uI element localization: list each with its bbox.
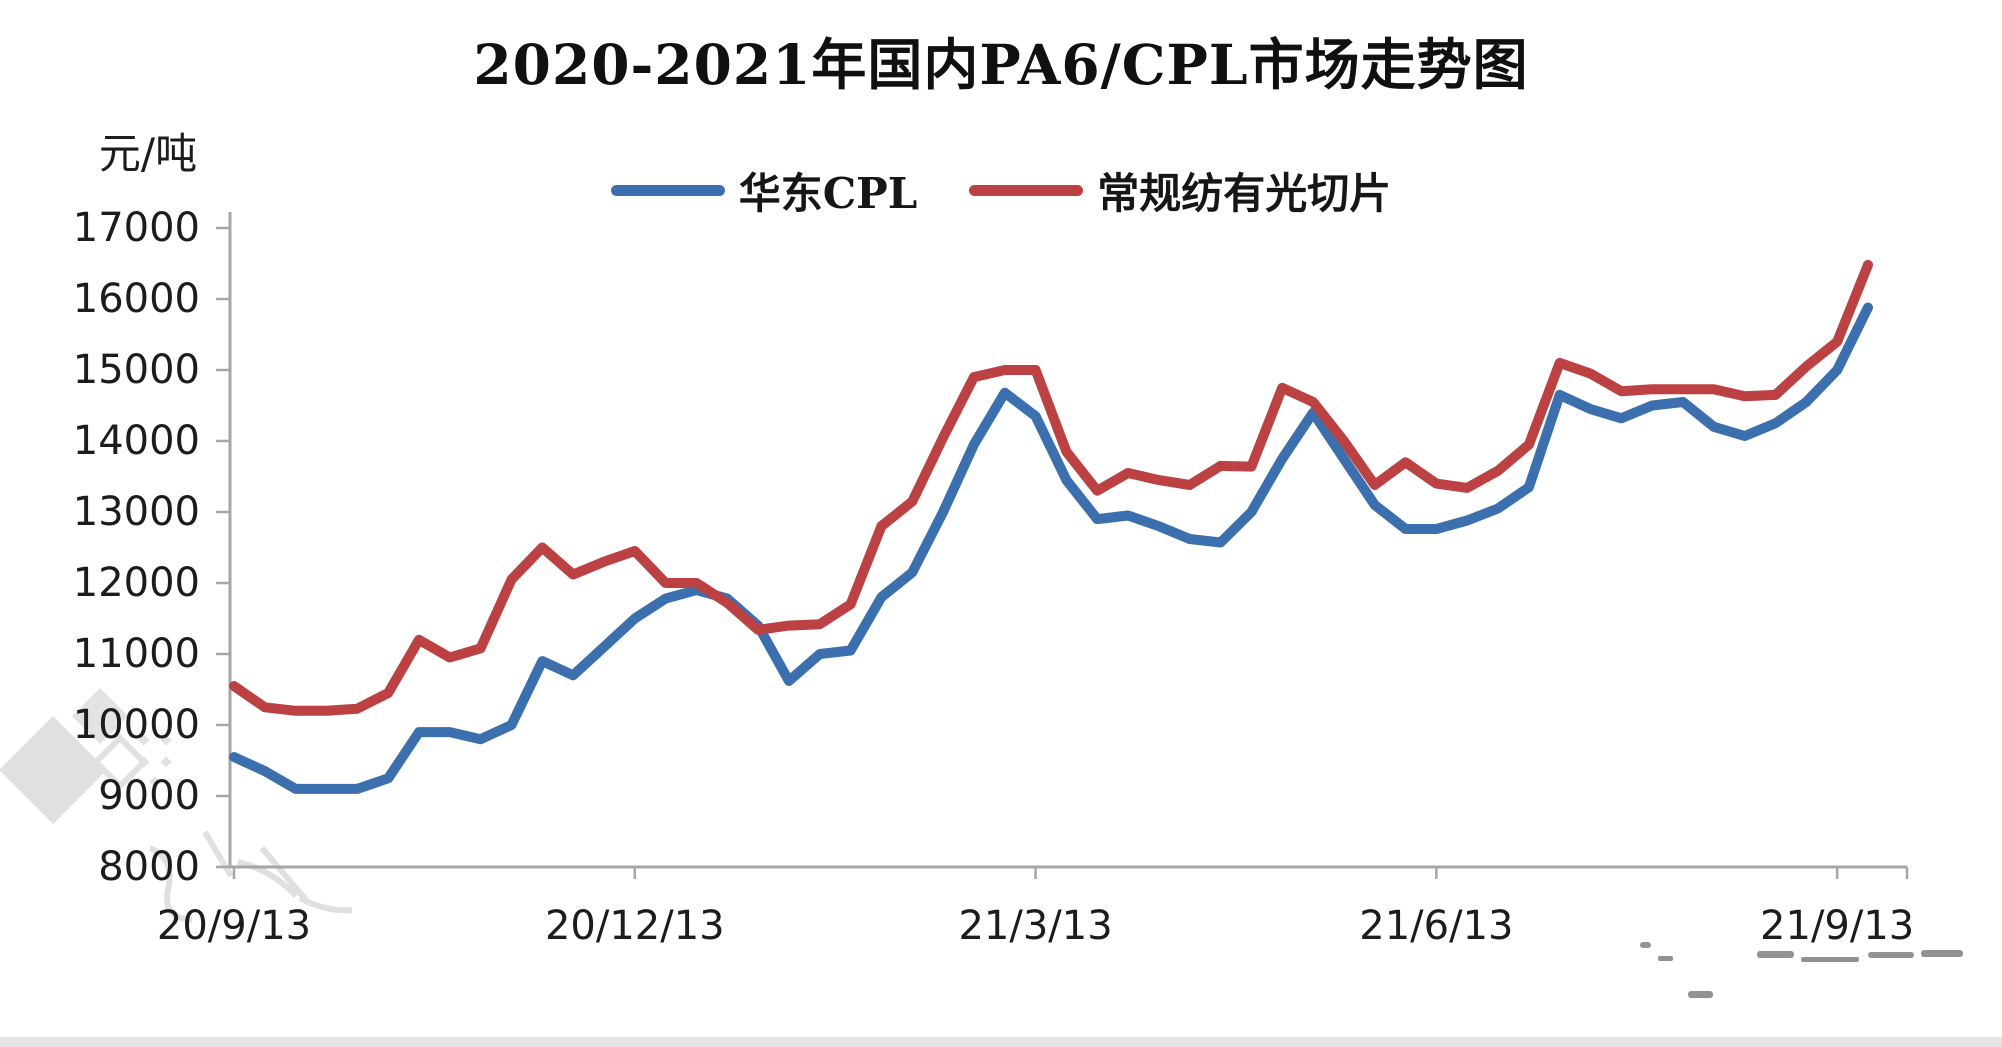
legend-label-chips: 常规纺有光切片 (1097, 169, 1392, 218)
x-axis-tick-label: 20/9/13 (156, 903, 312, 949)
legend-line-swatch-red-icon (969, 185, 1084, 196)
y-axis-tick-label: 15000 (72, 347, 200, 393)
x-axis-tick-label: 21/6/13 (1359, 903, 1514, 949)
x-axis-tick-label: 20/12/13 (544, 903, 725, 949)
series-line-chips (229, 259, 1873, 716)
watermark-scribbles-left (148, 830, 353, 923)
x-axis-tick-label: 21/3/13 (958, 903, 1113, 949)
legend-line-swatch-blue-icon (610, 185, 725, 196)
y-axis-tick-label: 16000 (72, 276, 200, 322)
series-line-cpl (229, 302, 1873, 794)
watermark-smudges-right (1640, 942, 1963, 998)
watermark-logo-diamonds (0, 688, 172, 824)
y-axis-tick-label: 10000 (72, 702, 200, 748)
y-axis-tick-label: 13000 (72, 489, 200, 535)
y-axis-tick-label: 9000 (98, 773, 200, 819)
y-axis-tick-label: 12000 (72, 560, 200, 606)
legend-item-cpl: 华东CPL (610, 160, 918, 221)
y-axis-tick-label: 8000 (98, 844, 200, 890)
x-axis-tick-label: 21/9/13 (1760, 903, 1915, 949)
legend-item-chips: 常规纺有光切片 (969, 160, 1391, 221)
bottom-edge-strip (0, 1037, 2002, 1047)
legend: 华东CPL 常规纺有光切片 (0, 160, 2002, 221)
page-title: 2020-2021年国内PA6/CPL市场走势图 (473, 32, 1529, 97)
legend-label-cpl: 华东CPL (738, 169, 918, 218)
y-axis-tick-label: 17000 (72, 205, 200, 251)
y-axis-unit-label: 元/吨 (98, 129, 198, 178)
y-axis-tick-label: 11000 (72, 631, 200, 677)
y-axis-tick-label: 14000 (72, 418, 200, 464)
